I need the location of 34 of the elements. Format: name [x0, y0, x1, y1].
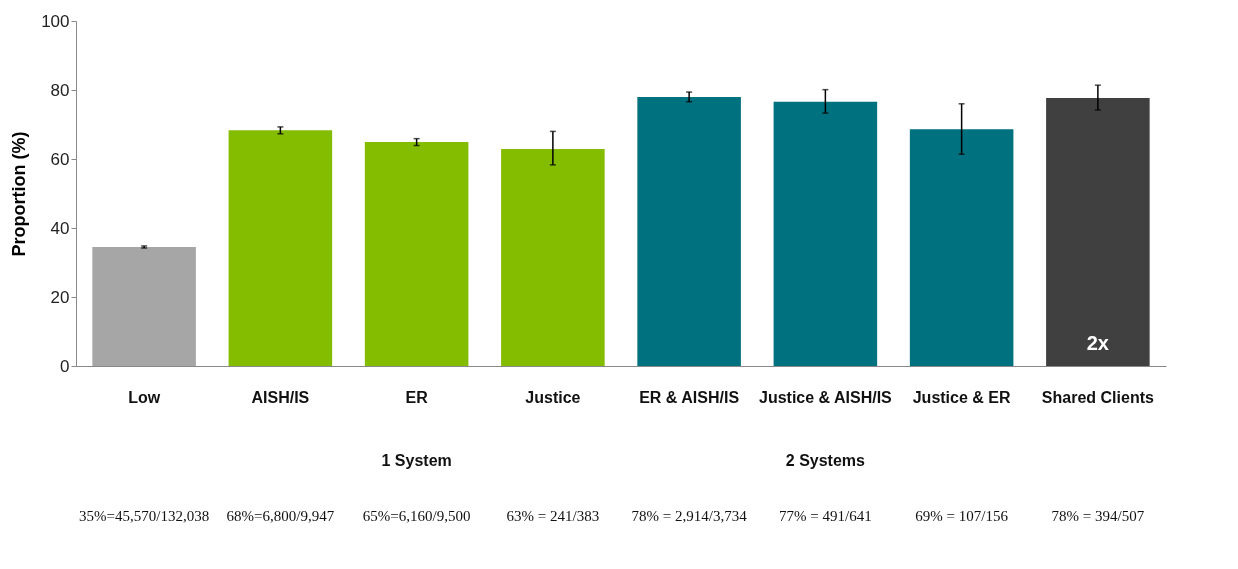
text: 65%=6,160/9,500 [362, 508, 471, 524]
x-tick-label: AISH/IS [251, 389, 310, 406]
text: 69% = 107/156 [915, 508, 1009, 524]
bar [228, 130, 333, 366]
x-tick-label: ER [405, 389, 429, 406]
annotation: 2x [1086, 332, 1109, 354]
y-tick-label: 40 [50, 218, 70, 238]
bar [637, 96, 741, 366]
x-tick-label: Shared Clients [1041, 389, 1154, 406]
text: 78% = 394/507 [1051, 508, 1145, 524]
y-tick-label: 20 [50, 287, 70, 307]
y-axis-title: Proportion (%) [9, 131, 30, 257]
bar [1046, 97, 1150, 366]
text: 68%=6,800/9,947 [226, 508, 335, 524]
y-tick-label: 0 [60, 356, 70, 376]
bar [501, 149, 605, 366]
bar [364, 142, 469, 366]
bar [773, 101, 878, 366]
x-tick-label: Justice & ER [912, 389, 1011, 406]
x-tick-label: Low [128, 389, 161, 406]
text: 35%=45,570/132,038 [79, 508, 210, 524]
text: 1 System [381, 452, 452, 469]
text: 78% = 2,914/3,734 [631, 508, 748, 524]
x-tick-label: Justice & AISH/IS [758, 389, 893, 406]
text: 77% = 491/641 [779, 508, 872, 524]
y-tick-label: 60 [50, 149, 70, 169]
y-tick-label: 100 [41, 11, 70, 31]
text: 63% = 241/383 [506, 508, 600, 524]
text: 2 Systems [785, 452, 866, 469]
x-tick-label: Justice [525, 389, 581, 406]
bar [92, 246, 196, 366]
y-tick-label: 80 [50, 80, 70, 100]
x-tick-label: ER & AISH/IS [639, 389, 740, 406]
bar [909, 129, 1014, 366]
